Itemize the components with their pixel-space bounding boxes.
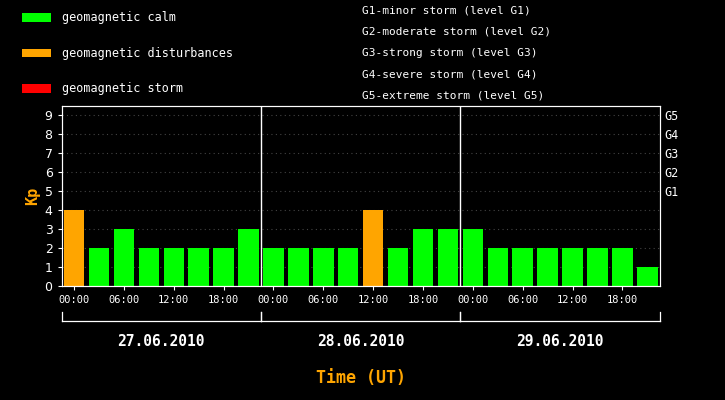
FancyBboxPatch shape [22,84,51,93]
Text: Time (UT): Time (UT) [315,369,406,387]
Text: 28.06.2010: 28.06.2010 [317,334,405,348]
Bar [213,248,234,286]
Bar [513,248,533,286]
Bar [88,248,109,286]
Bar [138,248,159,286]
Bar [563,248,583,286]
Bar [587,248,608,286]
Bar [164,248,184,286]
Bar [64,210,84,286]
Bar [188,248,209,286]
Bar [637,267,658,286]
Text: G1-minor storm (level G1): G1-minor storm (level G1) [362,6,531,16]
Bar [537,248,558,286]
Bar [388,248,408,286]
Text: G3-strong storm (level G3): G3-strong storm (level G3) [362,48,538,58]
FancyBboxPatch shape [22,48,51,58]
Bar [438,229,458,286]
Bar [413,229,434,286]
Bar [338,248,358,286]
Bar [239,229,259,286]
Text: 27.06.2010: 27.06.2010 [117,334,205,348]
Text: geomagnetic disturbances: geomagnetic disturbances [62,46,233,60]
Bar [612,248,633,286]
Text: G2-moderate storm (level G2): G2-moderate storm (level G2) [362,27,552,37]
Y-axis label: Kp: Kp [25,187,41,205]
Bar [288,248,309,286]
Bar [313,248,334,286]
Bar [263,248,283,286]
Text: G4-severe storm (level G4): G4-severe storm (level G4) [362,69,538,79]
Bar [114,229,134,286]
Bar [363,210,384,286]
Text: geomagnetic calm: geomagnetic calm [62,11,175,24]
Text: 29.06.2010: 29.06.2010 [516,334,604,348]
FancyBboxPatch shape [22,13,51,22]
Text: G5-extreme storm (level G5): G5-extreme storm (level G5) [362,90,544,100]
Bar [487,248,508,286]
Bar [463,229,483,286]
Text: geomagnetic storm: geomagnetic storm [62,82,183,95]
